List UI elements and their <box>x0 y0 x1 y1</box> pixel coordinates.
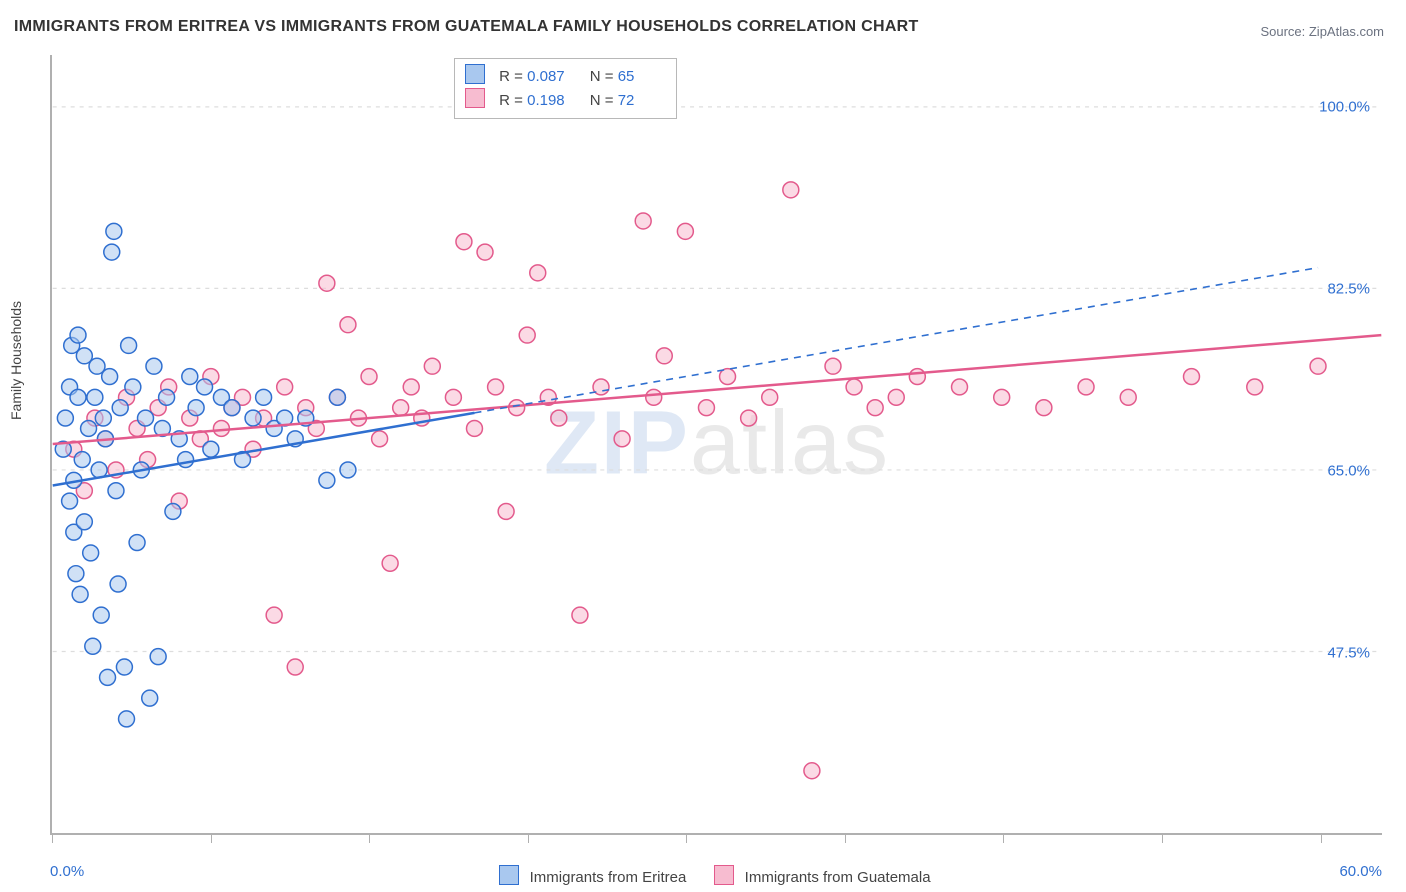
x-label-left: 0.0% <box>50 863 84 880</box>
legend-label-guatemala: Immigrants from Guatemala <box>745 869 931 886</box>
y-tick-label: 100.0% <box>1319 99 1370 116</box>
y-tick-label: 65.0% <box>1327 463 1370 480</box>
x-tick-mark <box>845 833 846 843</box>
x-label-right: 60.0% <box>1339 863 1382 880</box>
y-tick-label: 47.5% <box>1327 645 1370 662</box>
y-axis-label: Family Households <box>8 301 24 420</box>
x-tick-mark <box>211 833 212 843</box>
x-tick-mark <box>1162 833 1163 843</box>
n-label: N = <box>590 92 614 109</box>
chart-title: IMMIGRANTS FROM ERITREA VS IMMIGRANTS FR… <box>14 18 919 36</box>
legend-swatch-guatemala <box>714 865 734 885</box>
legend-swatch-eritrea <box>499 865 519 885</box>
swatch-eritrea <box>465 64 485 84</box>
stat-row-guatemala: R = 0.198 N = 72 <box>465 88 664 112</box>
y-tick-label: 82.5% <box>1327 281 1370 298</box>
legend-label-eritrea: Immigrants from Eritrea <box>530 869 687 886</box>
n-label: N = <box>590 68 614 85</box>
plot-svg <box>52 55 1382 833</box>
source-label: Source: ZipAtlas.com <box>1260 24 1384 39</box>
x-tick-mark <box>369 833 370 843</box>
x-tick-mark <box>1003 833 1004 843</box>
x-tick-mark <box>1321 833 1322 843</box>
stat-row-eritrea: R = 0.087 N = 65 <box>465 64 664 88</box>
r-value-guatemala: 0.198 <box>527 89 573 112</box>
r-label: R = <box>499 92 523 109</box>
legend-bottom: Immigrants from Eritrea Immigrants from … <box>0 865 1406 886</box>
n-value-guatemala: 72 <box>618 89 664 112</box>
r-label: R = <box>499 68 523 85</box>
n-value-eritrea: 65 <box>618 65 664 88</box>
x-tick-mark <box>528 833 529 843</box>
x-tick-mark <box>686 833 687 843</box>
stat-box: R = 0.087 N = 65 R = 0.198 N = 72 <box>454 58 677 119</box>
swatch-guatemala <box>465 88 485 108</box>
r-value-eritrea: 0.087 <box>527 65 573 88</box>
x-tick-mark <box>52 833 53 843</box>
plot-area: ZIPatlas 47.5%65.0%82.5%100.0% <box>50 55 1382 835</box>
